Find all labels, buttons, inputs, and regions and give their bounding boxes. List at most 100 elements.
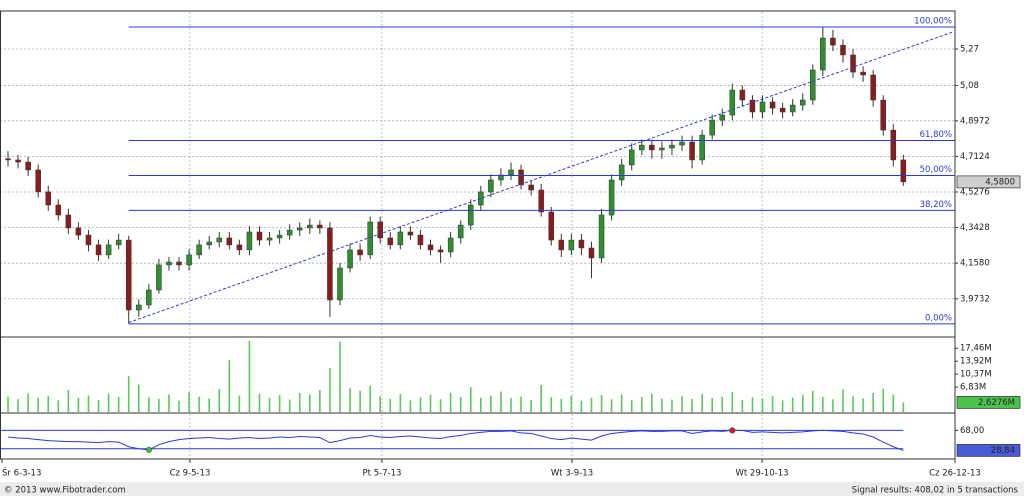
candle-body — [347, 249, 353, 269]
x-tick-label: Śr 6-3-13 — [2, 467, 41, 479]
volume-bar — [238, 395, 241, 412]
candle-body — [85, 234, 92, 246]
volume-bar — [47, 395, 50, 412]
candle-body — [196, 244, 202, 256]
candle-body — [417, 234, 424, 246]
candle-body — [337, 267, 343, 301]
x-tick-label: Cz 9-5-13 — [170, 469, 211, 479]
volume-bar — [389, 398, 392, 412]
volume-bar — [530, 399, 532, 412]
volume-bar — [490, 395, 492, 412]
volume-bar — [691, 398, 693, 412]
candle-body — [457, 224, 464, 239]
y-tick-label: 13,92M — [960, 357, 992, 367]
volume-bar — [369, 385, 371, 412]
volume-bar — [298, 393, 301, 412]
current-value-box — [956, 396, 1021, 409]
candle-body — [568, 239, 575, 251]
current-value-label: 4,5800 — [985, 177, 1015, 187]
candle-body — [25, 161, 31, 171]
volume-bar — [57, 400, 60, 412]
candle-body — [317, 224, 323, 229]
candle-body — [437, 249, 444, 253]
candle-body — [709, 119, 715, 136]
candle-body — [156, 264, 162, 291]
candle-body — [377, 221, 383, 239]
volume-bar — [178, 400, 180, 412]
volume-bar — [812, 390, 814, 412]
volume-bar — [510, 398, 512, 412]
volume-bar — [248, 340, 251, 412]
candle-body — [206, 241, 212, 246]
volume-bar — [188, 391, 190, 412]
candle-body — [759, 101, 766, 113]
candle-body — [246, 231, 253, 251]
candle-body — [749, 99, 756, 113]
candle-body — [276, 234, 283, 239]
volume-bar — [771, 395, 774, 412]
x-tick-label: Wt 3-9-13 — [551, 469, 593, 479]
volume-bar — [449, 392, 452, 412]
y-tick-label: 4,5276 — [960, 187, 990, 197]
x-tick-label: Wt 29-10-13 — [735, 469, 788, 479]
candle-body — [558, 239, 565, 251]
volume-bar — [872, 393, 874, 412]
volume-bar — [610, 399, 613, 412]
candle-body — [739, 89, 746, 101]
volume-bar — [319, 390, 321, 412]
candle-body — [548, 211, 554, 241]
volume-bar — [892, 394, 895, 412]
candle-body — [75, 227, 82, 236]
volume-bar — [107, 393, 110, 412]
volume-bar — [640, 397, 643, 412]
y-tick-label: 68,00 — [960, 426, 984, 436]
candle-body — [65, 214, 72, 229]
candle-body — [729, 89, 736, 116]
fib-label: 38,20% — [920, 200, 952, 210]
candle-body — [397, 231, 404, 246]
volume-bar — [208, 398, 210, 412]
candle-body — [216, 237, 223, 243]
volume-bar — [469, 387, 472, 412]
x-tick-label: Cz 26-12-13 — [929, 469, 981, 479]
candle-body — [618, 164, 625, 181]
fib-label: 50,00% — [920, 165, 952, 175]
candle-body — [659, 147, 665, 151]
volume-bar — [278, 395, 281, 412]
candle-body — [186, 254, 192, 266]
candle-body — [799, 99, 806, 106]
candle-body — [226, 237, 233, 246]
candle-body — [256, 231, 263, 241]
y-tick-label: 17,46M — [960, 344, 992, 354]
candle-body — [820, 37, 826, 71]
signal-point — [729, 427, 736, 434]
volume-bar — [832, 399, 834, 412]
candle-body — [608, 179, 615, 216]
current-value-label: 2,6276M — [978, 398, 1015, 408]
panel-frame — [0, 336, 956, 414]
volume-bar — [731, 391, 734, 412]
volume-bar — [409, 400, 412, 412]
fib-label: 100,00% — [914, 17, 952, 27]
candle-body — [266, 237, 273, 241]
volume-bar — [7, 396, 9, 412]
volume-bar — [620, 394, 623, 412]
candle-body — [478, 191, 484, 206]
volume-bar — [67, 389, 70, 412]
candle-body — [900, 159, 907, 183]
candle-body — [296, 227, 303, 231]
candle-body — [55, 204, 62, 216]
y-tick-label: 6,83M — [960, 383, 986, 393]
candle-body — [367, 221, 373, 256]
volume-bar — [198, 396, 200, 412]
candle-body — [699, 134, 705, 161]
volume-bar — [258, 393, 261, 412]
candle-body — [639, 144, 645, 151]
volume-bar — [671, 399, 673, 412]
candle-body — [427, 244, 434, 251]
y-tick-label: 4,7124 — [960, 152, 990, 162]
candle-body — [45, 191, 51, 206]
current-value-box — [956, 444, 1021, 457]
signal-results: Signal results: 408,02 in 5 transactions — [852, 486, 1019, 496]
volume-bar — [721, 396, 724, 412]
